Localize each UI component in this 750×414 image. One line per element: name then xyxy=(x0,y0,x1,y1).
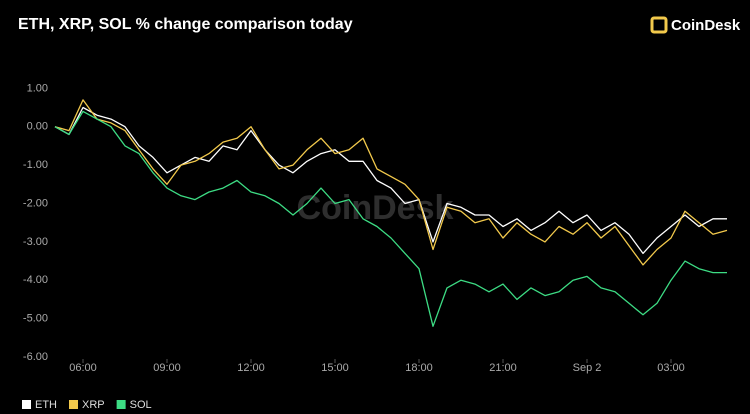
logo-icon xyxy=(650,16,668,34)
logo: CoinDesk xyxy=(671,17,741,34)
legend-label: SOL xyxy=(130,399,152,411)
x-tick-label: 12:00 xyxy=(237,362,265,374)
y-tick-label: -4.00 xyxy=(23,274,48,286)
x-tick-label: 21:00 xyxy=(489,362,517,374)
series-line xyxy=(54,106,727,255)
series-line xyxy=(54,110,727,327)
legend-swatch xyxy=(116,400,126,409)
legend-swatch xyxy=(22,400,31,409)
y-tick-label: -1.00 xyxy=(23,159,48,171)
series-line xyxy=(54,99,728,266)
x-tick-label: 18:00 xyxy=(405,362,433,374)
x-tick-label: Sep 2 xyxy=(573,362,602,374)
chart-title: ETH, XRP, SOL % change comparison today xyxy=(18,16,353,33)
legend-label: XRP xyxy=(82,399,105,411)
x-tick-label: 15:00 xyxy=(321,362,349,374)
x-tick-label: 03:00 xyxy=(657,362,685,374)
legend-label: ETH xyxy=(35,399,57,411)
y-tick-label: -6.00 xyxy=(23,351,48,363)
y-tick-label: -2.00 xyxy=(23,197,48,209)
watermark: CoinDesk xyxy=(297,189,454,227)
y-tick-label: 0.00 xyxy=(27,121,48,133)
y-tick-label: 1.00 xyxy=(27,82,48,94)
legend-swatch xyxy=(69,400,78,409)
x-tick-label: 09:00 xyxy=(153,362,181,374)
y-tick-label: -5.00 xyxy=(23,313,48,325)
x-tick-label: 06:00 xyxy=(69,362,97,374)
y-tick-label: -3.00 xyxy=(23,236,48,248)
